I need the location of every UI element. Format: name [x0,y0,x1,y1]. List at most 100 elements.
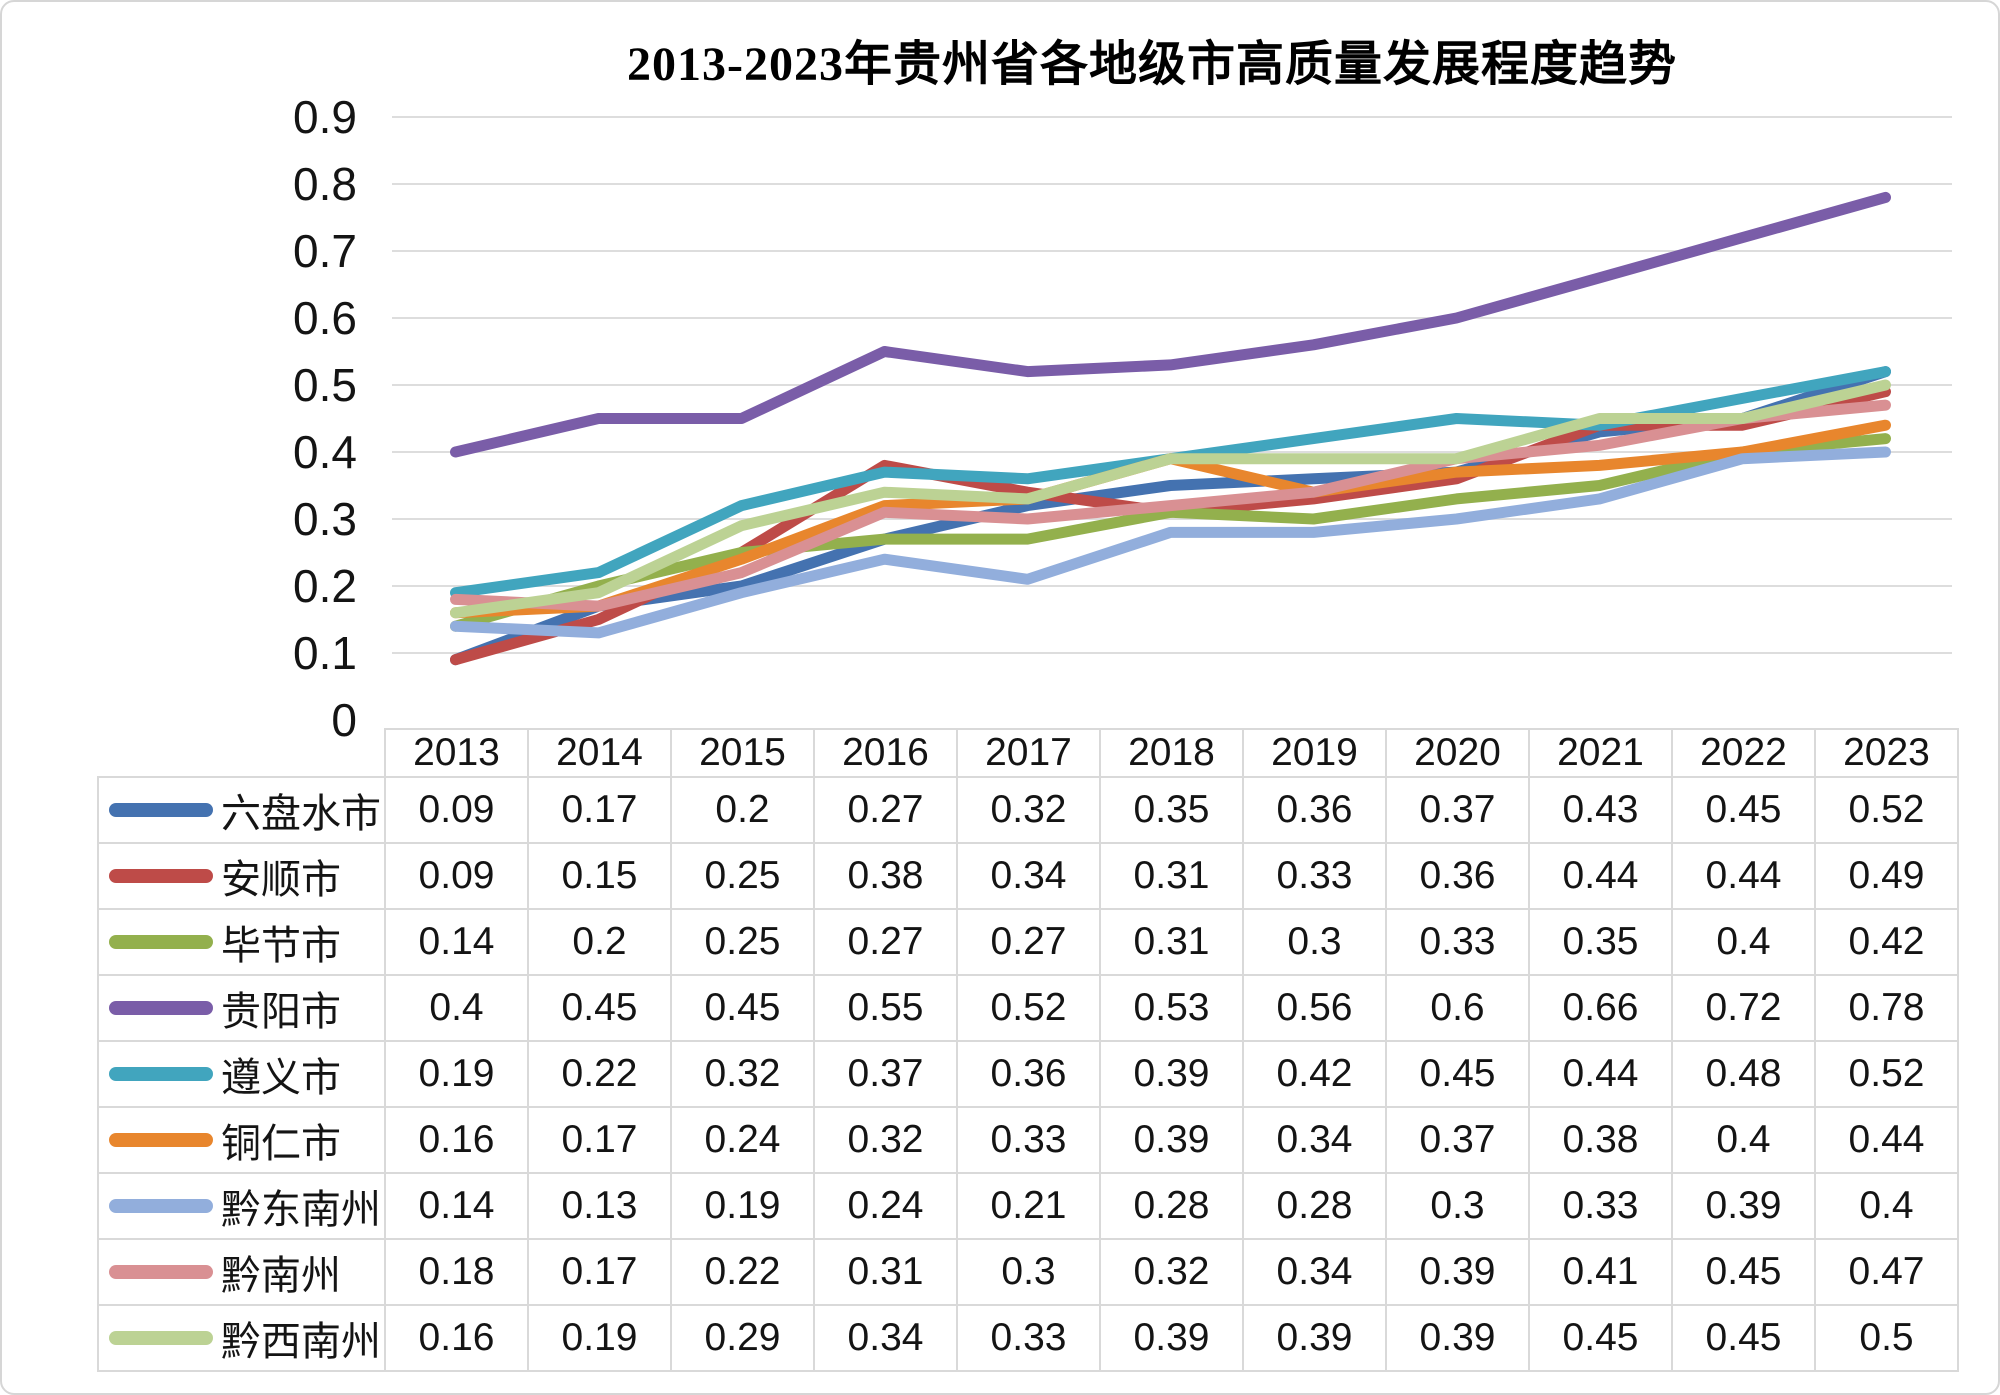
year-header-cell: 2015 [670,728,815,778]
year-header-cell: 2019 [1242,728,1387,778]
city-name-label: 遵义市 [221,1055,341,1100]
legend-line-swatch [109,1199,213,1213]
value-cell: 0.39 [1099,1106,1244,1174]
value-cell: 0.37 [813,1040,958,1108]
value-cell: 0.17 [527,776,672,844]
value-cell: 0.37 [1385,776,1530,844]
value-cell: 0.4 [1671,908,1816,976]
legend-line-swatch [109,1265,213,1279]
value-cell: 0.47 [1814,1238,1959,1306]
value-cell: 0.34 [956,842,1101,910]
value-cell: 0.56 [1242,974,1387,1042]
value-cell: 0.44 [1528,842,1673,910]
legend-line-swatch [109,1133,213,1147]
value-cell: 0.33 [956,1304,1101,1372]
value-cell: 0.4 [384,974,529,1042]
year-header-cell: 2023 [1814,728,1959,778]
legend-line-swatch [109,1331,213,1345]
table-row: 黔东南州 0.14 0.13 0.19 0.24 0.21 0.28 0.28 0.3 0.33 0… [97,1172,1959,1240]
y-axis-tick-label: 0.4 [293,426,357,478]
value-cell: 0.17 [527,1238,672,1306]
value-cell: 0.72 [1671,974,1816,1042]
city-name-cell: 安顺市 [97,842,386,910]
value-cell: 0.35 [1099,776,1244,844]
value-cell: 0.39 [1099,1040,1244,1108]
value-cell: 0.22 [527,1040,672,1108]
table-row: 毕节市 0.14 0.2 0.25 0.27 0.27 0.31 0.3 0.33 0.35 0.4… [97,908,1959,976]
value-cell: 0.41 [1528,1238,1673,1306]
year-header-cell: 2018 [1099,728,1244,778]
legend-entry: 六盘水市 [99,781,384,839]
value-cell: 0.3 [956,1238,1101,1306]
y-axis-tick-label: 0 [331,694,357,746]
y-axis-tick-label: 0.9 [293,91,357,143]
city-name-cell: 遵义市 [97,1040,386,1108]
value-cell: 0.09 [384,842,529,910]
city-name-label: 黔东南州 [221,1187,381,1232]
value-cell: 0.36 [1242,776,1387,844]
series-line-7 [450,446,1891,639]
table-row: 贵阳市 0.4 0.45 0.45 0.55 0.52 0.53 0.56 0.6 0.66 0.7… [97,974,1959,1042]
year-header-cell: 2013 [384,728,529,778]
table-row: 黔西南州 0.16 0.19 0.29 0.34 0.33 0.39 0.39 0.39 0.45… [97,1304,1959,1372]
year-header-row: 2013 2014 2015 2016 2017 2018 2019 2020 2021 2022… [98,728,1959,778]
value-cell: 0.38 [813,842,958,910]
value-cell: 0.39 [1242,1304,1387,1372]
y-axis-tick-label: 0.5 [293,359,357,411]
value-cell: 0.28 [1242,1172,1387,1240]
value-cell: 0.27 [813,908,958,976]
legend-entry: 黔东南州 [99,1177,384,1235]
city-name-cell: 铜仁市 [97,1106,386,1174]
legend-entry: 安顺市 [99,847,384,905]
value-cell: 0.25 [670,842,815,910]
value-cell: 0.55 [813,974,958,1042]
value-cell: 0.38 [1528,1106,1673,1174]
value-cell: 0.32 [1099,1238,1244,1306]
value-cell: 0.33 [1385,908,1530,976]
value-cell: 0.37 [1385,1106,1530,1174]
value-cell: 0.52 [956,974,1101,1042]
value-cell: 0.19 [670,1172,815,1240]
value-cell: 0.2 [527,908,672,976]
value-cell: 0.2 [670,776,815,844]
value-cell: 0.78 [1814,974,1959,1042]
year-header-cell: 2022 [1671,728,1816,778]
series-line-3 [450,433,1891,632]
value-cell: 0.44 [1814,1106,1959,1174]
value-cell: 0.33 [1242,842,1387,910]
value-cell: 0.22 [670,1238,815,1306]
value-cell: 0.39 [1385,1304,1530,1372]
legend-line-swatch [109,1067,213,1081]
chart-title: 2013-2023年贵州省各地级市高质量发展程度趋势 [627,38,1677,91]
year-header-cell: 2017 [956,728,1101,778]
value-cell: 0.66 [1528,974,1673,1042]
value-cell: 0.49 [1814,842,1959,910]
value-cell: 0.4 [1671,1106,1816,1174]
legend-line-swatch [109,935,213,949]
year-header-cell: 2020 [1385,728,1530,778]
value-cell: 0.15 [527,842,672,910]
y-axis-tick-label: 0.2 [293,560,357,612]
value-cell: 0.24 [813,1172,958,1240]
value-cell: 0.5 [1814,1304,1959,1372]
city-name-label: 黔西南州 [221,1319,381,1364]
value-cell: 0.39 [1385,1238,1530,1306]
y-axis-tick-label: 0.3 [293,493,357,545]
value-cell: 0.4 [1814,1172,1959,1240]
value-cell: 0.32 [813,1106,958,1174]
value-cell: 0.27 [956,908,1101,976]
value-cell: 0.16 [384,1304,529,1372]
value-cell: 0.53 [1099,974,1244,1042]
value-cell: 0.52 [1814,1040,1959,1108]
value-cell: 0.44 [1671,842,1816,910]
city-name-cell: 毕节市 [97,908,386,976]
value-cell: 0.42 [1242,1040,1387,1108]
table-row: 黔南州 0.18 0.17 0.22 0.31 0.3 0.32 0.34 0.39 0.41 0.… [97,1238,1959,1306]
year-header-cell: 2016 [813,728,958,778]
legend-line-swatch [109,803,213,817]
value-cell: 0.29 [670,1304,815,1372]
value-cell: 0.43 [1528,776,1673,844]
value-cell: 0.39 [1099,1304,1244,1372]
